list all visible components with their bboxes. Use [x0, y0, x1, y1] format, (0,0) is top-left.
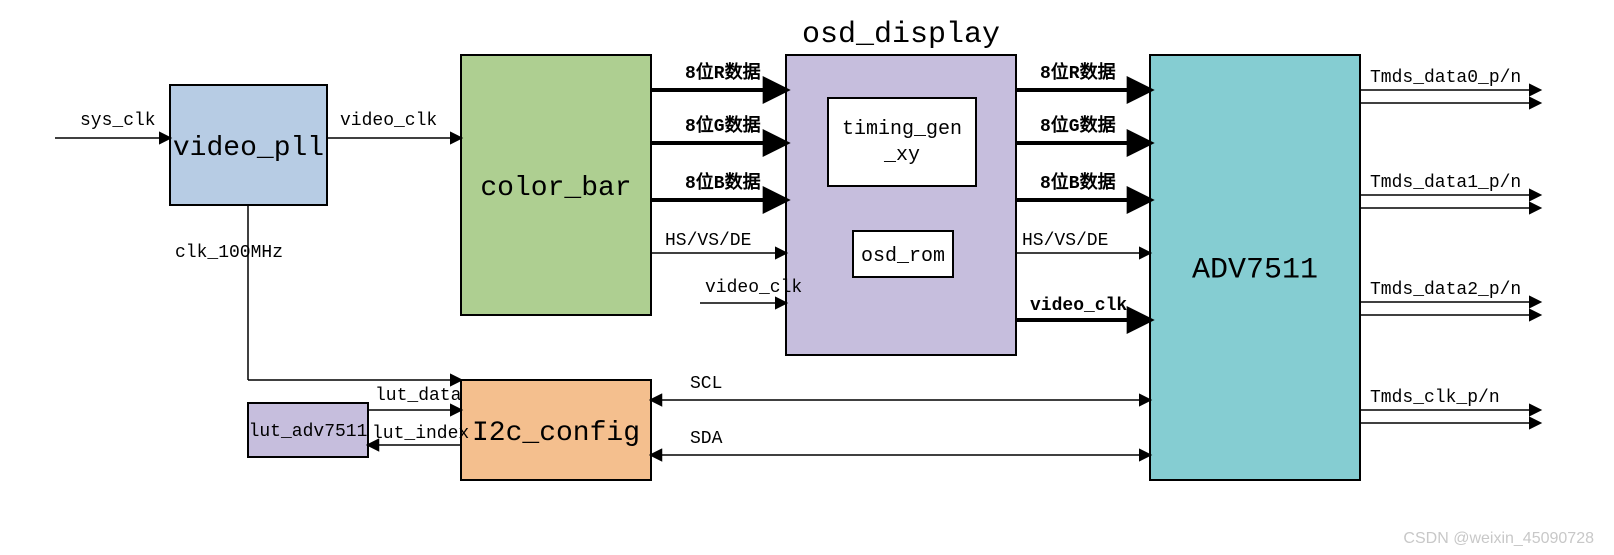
svg-text:8位R数据: 8位R数据	[685, 61, 761, 84]
svg-text:8位R数据: 8位R数据	[1040, 61, 1116, 84]
svg-text:video_clk: video_clk	[1030, 296, 1127, 316]
svg-text:video_clk: video_clk	[340, 111, 437, 131]
svg-text:I2c_config: I2c_config	[472, 418, 640, 449]
block-diagram: video_pll color_bar I2c_config lut_adv7511 o…	[0, 0, 1614, 555]
svg-text:color_bar: color_bar	[480, 173, 631, 204]
svg-text:video_clk: video_clk	[705, 278, 802, 298]
svg-text:HS/VS/DE: HS/VS/DE	[1022, 231, 1108, 251]
svg-text:lut_index: lut_index	[372, 424, 469, 444]
svg-text:clk_100MHz: clk_100MHz	[175, 243, 283, 263]
svg-text:timing_gen: timing_gen	[842, 118, 962, 141]
svg-text:lut_data: lut_data	[375, 386, 462, 406]
svg-text:Tmds_data1_p/n: Tmds_data1_p/n	[1370, 173, 1521, 193]
block-timing-gen-xy	[828, 98, 976, 186]
svg-text:CSDN @weixin_45090728: CSDN @weixin_45090728	[1403, 530, 1594, 547]
svg-text:lut_adv7511: lut_adv7511	[249, 422, 368, 442]
svg-text:_xy: _xy	[883, 144, 920, 167]
svg-text:video_pll: video_pll	[173, 133, 324, 164]
svg-text:8位B数据: 8位B数据	[685, 171, 761, 194]
svg-text:osd_display: osd_display	[802, 18, 1000, 52]
svg-text:osd_rom: osd_rom	[861, 245, 945, 268]
svg-text:Tmds_clk_p/n: Tmds_clk_p/n	[1370, 388, 1500, 408]
svg-text:SCL: SCL	[690, 374, 722, 394]
svg-text:Tmds_data2_p/n: Tmds_data2_p/n	[1370, 280, 1521, 300]
svg-text:8位G数据: 8位G数据	[685, 114, 761, 137]
svg-text:SDA: SDA	[690, 429, 723, 449]
svg-text:Tmds_data0_p/n: Tmds_data0_p/n	[1370, 68, 1521, 88]
svg-text:8位B数据: 8位B数据	[1040, 171, 1116, 194]
svg-text:HS/VS/DE: HS/VS/DE	[665, 231, 751, 251]
svg-text:sys_clk: sys_clk	[80, 111, 156, 131]
svg-text:8位G数据: 8位G数据	[1040, 114, 1116, 137]
svg-text:ADV7511: ADV7511	[1192, 254, 1318, 288]
